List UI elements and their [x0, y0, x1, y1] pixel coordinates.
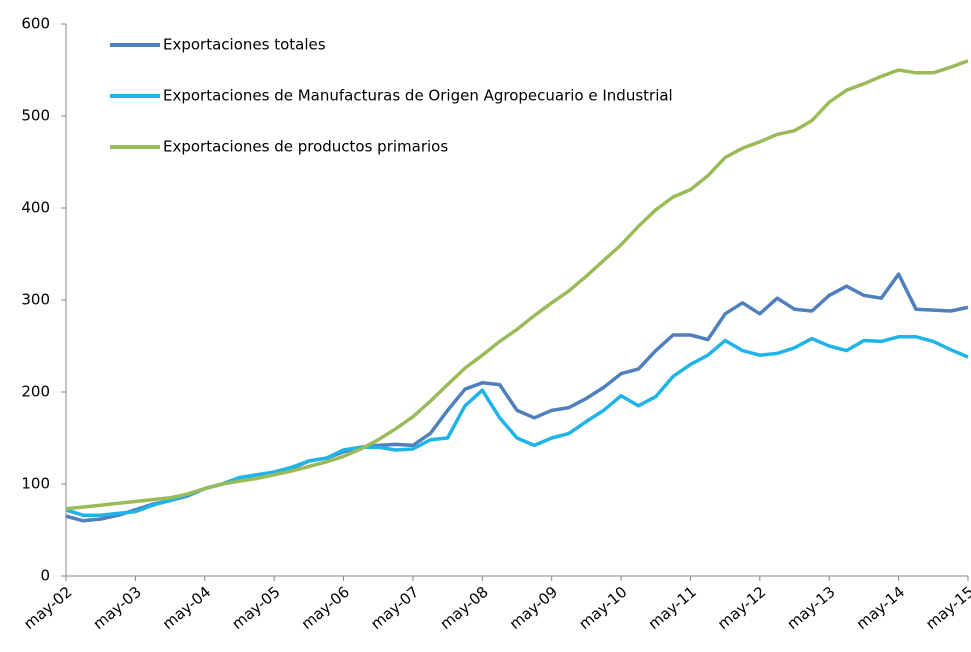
y-tick-label: 100	[21, 475, 50, 493]
y-tick-label: 0	[40, 567, 50, 585]
x-tick-label: may-15	[922, 583, 971, 633]
series-line	[65, 59, 969, 511]
series-line	[65, 272, 969, 523]
x-tick-label: may-14	[853, 583, 908, 633]
x-tick-label: may-09	[506, 583, 561, 633]
x-tick-label: may-06	[298, 583, 353, 633]
x-tick-label: may-05	[228, 583, 283, 633]
x-tick-label: may-11	[645, 583, 700, 633]
y-tick-label: 500	[21, 107, 50, 125]
x-tick-label: may-10	[575, 583, 630, 633]
legend-label: Exportaciones totales	[163, 36, 326, 54]
y-tick-label: 300	[21, 291, 50, 309]
x-tick-label: may-08	[437, 583, 492, 633]
x-tick-label: may-13	[784, 583, 839, 633]
y-tick-label: 600	[21, 15, 50, 33]
x-tick-label: may-07	[367, 583, 422, 633]
y-tick-label: 400	[21, 199, 50, 217]
x-tick-label: may-03	[90, 583, 145, 633]
y-tick-label: 200	[21, 383, 50, 401]
x-tick-label: may-02	[20, 583, 75, 633]
x-tick-label: may-04	[159, 583, 214, 633]
legend-label: Exportaciones de Manufacturas de Origen …	[163, 87, 673, 105]
x-tick-label: may-12	[714, 583, 769, 633]
legend-label: Exportaciones de productos primarios	[163, 138, 448, 156]
